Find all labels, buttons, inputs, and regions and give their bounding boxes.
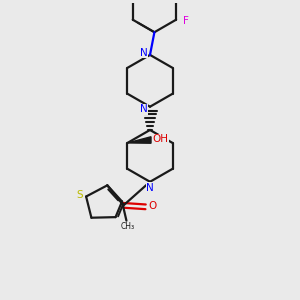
Text: N: N xyxy=(146,183,154,193)
Text: N: N xyxy=(140,47,147,58)
Text: F: F xyxy=(184,16,189,26)
Text: N: N xyxy=(140,104,147,114)
Text: S: S xyxy=(76,190,83,200)
Text: OH: OH xyxy=(153,134,169,144)
Text: O: O xyxy=(148,201,156,211)
Polygon shape xyxy=(128,137,151,143)
Text: CH₃: CH₃ xyxy=(121,222,135,231)
